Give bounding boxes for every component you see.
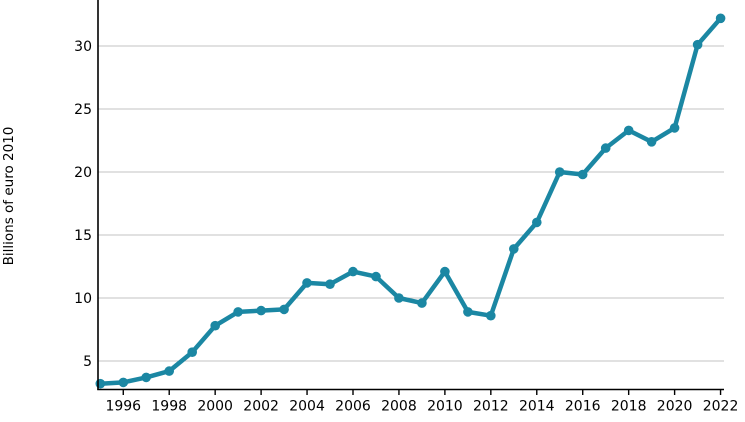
- x-tick-label-2020: 2020: [657, 399, 693, 415]
- x-tick-label-2000: 2000: [197, 399, 233, 415]
- x-tick-label-1996: 1996: [105, 399, 141, 415]
- y-tick-label-10: 10: [74, 291, 92, 307]
- y-tick-label-30: 30: [74, 39, 92, 55]
- data-point-2009: [417, 298, 427, 308]
- data-point-2022: [715, 13, 726, 24]
- x-tick-label-2010: 2010: [427, 399, 463, 415]
- data-point-1999: [187, 347, 197, 358]
- data-point-2015: [554, 167, 565, 177]
- x-tick-label-2014: 2014: [519, 399, 555, 415]
- x-tick-label-2018: 2018: [611, 399, 647, 415]
- data-point-2007: [371, 271, 381, 282]
- data-point-2017: [600, 143, 611, 153]
- data-point-2000: [210, 320, 220, 331]
- data-point-1997: [141, 372, 151, 383]
- data-point-2002: [256, 305, 266, 316]
- y-tick-label-15: 15: [74, 228, 92, 244]
- data-point-2005: [325, 279, 335, 290]
- x-tick-label-2016: 2016: [565, 399, 601, 415]
- data-point-2016: [577, 169, 588, 180]
- data-point-2003: [279, 304, 289, 315]
- data-point-2021: [692, 39, 703, 50]
- data-series-layer: [95, 13, 726, 389]
- data-point-2013: [509, 244, 519, 254]
- data-point-1996: [118, 377, 129, 388]
- data-point-2019: [646, 137, 657, 147]
- data-point-2018: [623, 125, 634, 136]
- y-tick-label-5: 5: [83, 354, 92, 370]
- data-point-2014: [532, 217, 542, 228]
- x-tick-label-2012: 2012: [473, 399, 509, 415]
- data-point-2006: [348, 266, 358, 277]
- data-point-2010: [440, 266, 450, 277]
- data-point-2012: [486, 310, 496, 321]
- data-point-1998: [164, 366, 174, 376]
- x-tick-label-1998: 1998: [151, 399, 187, 415]
- data-line: [98, 16, 723, 386]
- x-tick-label-2002: 2002: [243, 399, 279, 415]
- y-axis-title: Billions of euro 2010: [1, 127, 17, 266]
- x-tick-label-2004: 2004: [289, 399, 325, 415]
- data-point-2020: [669, 123, 680, 133]
- axes-layer: 5 10 15 20 25 30 1996 1998 2000 2002 2004 2006 2008 2…: [74, 0, 738, 415]
- x-tick-label-2008: 2008: [381, 399, 417, 415]
- x-tick-label-2022: 2022: [703, 399, 739, 415]
- data-point-2004: [302, 278, 312, 288]
- data-point-2008: [394, 293, 404, 303]
- data-point-1995: [95, 378, 106, 389]
- gridlines-layer: [98, 45, 724, 362]
- data-point-2011: [463, 307, 473, 317]
- y-tick-label-25: 25: [74, 102, 92, 118]
- y-tick-label-20: 20: [74, 165, 92, 181]
- x-tick-label-2006: 2006: [335, 399, 371, 415]
- data-point-2001: [233, 307, 243, 317]
